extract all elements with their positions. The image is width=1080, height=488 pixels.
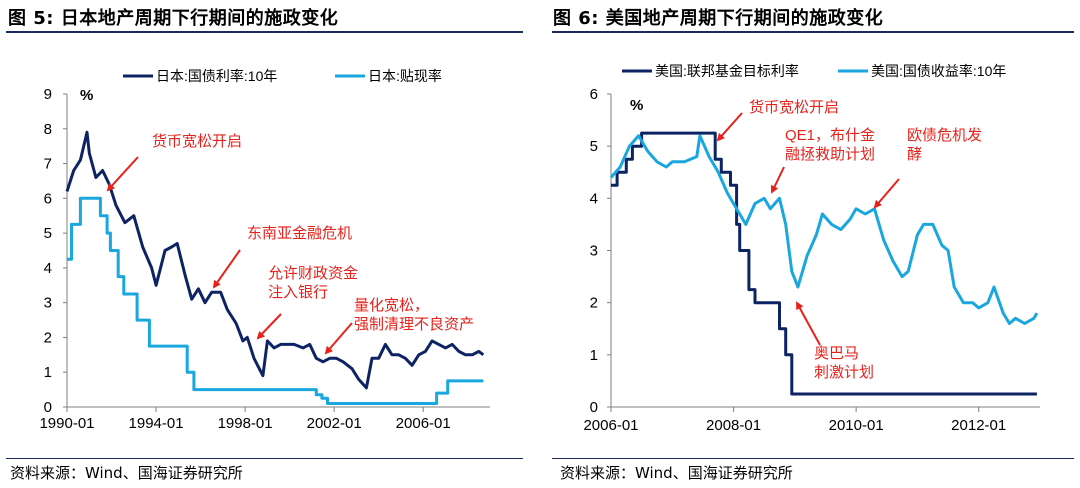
left-annotation-4-line: 强制清理不良资产 (354, 316, 474, 333)
right-y-tick-label: 2 (590, 295, 598, 312)
left-x-tick-label: 1998-01 (218, 415, 273, 432)
right-x-tick-label: 2008-01 (706, 417, 761, 434)
left-annotation-3-line: 允许财政资金 (268, 265, 358, 282)
right-y-tick-label: 3 (590, 243, 598, 260)
right-y-tick-label: 1 (590, 347, 598, 364)
left-y-tick-label: 2 (44, 329, 52, 346)
right-annotation-2-line: QE1，布什金 (785, 127, 875, 144)
left-title-rule (6, 31, 523, 33)
right-title-rule (552, 31, 1074, 33)
left-y-tick-label: 7 (44, 156, 52, 173)
left-y-tick-label: 8 (44, 121, 52, 138)
left-annotation-1: 货币宽松开启 (152, 133, 242, 150)
right-y-tick-label: 0 (590, 399, 598, 416)
right-annotation-4: 奥巴马刺激计划 (814, 345, 874, 381)
right-annotation-arrow-3 (873, 178, 900, 209)
right-annotation-1-line: 货币宽松开启 (749, 99, 839, 116)
right-series-1-line (611, 131, 1037, 396)
left-annotation-arrow-1 (106, 156, 139, 192)
right-y-tick-label: 5 (590, 138, 598, 155)
right-x-tick-label: 2012-01 (951, 417, 1006, 434)
left-annotation-4-line: 量化宽松， (354, 297, 429, 314)
left-x-tick-label: 2006-01 (396, 415, 451, 432)
left-y-tick-label: 1 (44, 364, 52, 381)
left-annotation-1-line: 货币宽松开启 (152, 133, 242, 150)
left-annotation-3-line: 注入银行 (268, 284, 328, 301)
right-legend-label-1: 美国:联邦基金目标利率 (655, 63, 799, 79)
left-source-note: 资料来源：Wind、国海证券研究所 (10, 464, 243, 482)
right-annotation-4-line: 刺激计划 (814, 364, 874, 381)
right-figure-title: 图 6: 美国地产周期下行期间的施政变化 (553, 8, 884, 29)
left-unit-label: % (80, 87, 93, 104)
right-annotation-3: 欧债危机发酵 (907, 127, 982, 163)
left-y-tick-label: 3 (44, 295, 52, 312)
right-annotation-arrow-1 (716, 112, 743, 142)
left-figure-title: 图 5: 日本地产周期下行期间的施政变化 (8, 8, 339, 29)
left-x-tick-label: 1990-01 (39, 415, 94, 432)
left-y-tick-label: 9 (44, 86, 52, 103)
left-annotation-arrow-4 (324, 322, 353, 355)
left-annotation-3: 允许财政资金注入银行 (268, 265, 358, 301)
left-x-tick-label: 2002-01 (307, 415, 362, 432)
left-y-tick-label: 5 (44, 225, 52, 242)
right-source-rule (552, 458, 1074, 459)
right-x-tick-label: 2010-01 (829, 417, 884, 434)
left-series-1-line (65, 130, 485, 390)
right-unit-label: % (630, 97, 643, 114)
right-y-tick-label: 4 (590, 190, 598, 207)
left-y-tick-label: 0 (44, 399, 52, 416)
right-legend-label-2: 美国:国债收益率:10年 (871, 63, 1006, 79)
right-annotation-arrow-4 (796, 301, 821, 346)
right-annotation-2: QE1，布什金融拯救助计划 (785, 127, 875, 163)
right-annotation-arrow-2 (770, 166, 785, 194)
right-series-2-line (609, 134, 1039, 325)
left-y-tick-label: 6 (44, 190, 52, 207)
left-annotation-2: 东南亚金融危机 (247, 225, 352, 242)
left-annotation-4: 量化宽松， 强制清理不良资产 (354, 297, 474, 333)
left-annotation-arrow-2 (212, 249, 241, 289)
left-annotation-2-line: 东南亚金融危机 (247, 225, 352, 242)
left-legend-label-1: 日本:国债利率:10年 (156, 68, 277, 84)
right-x-tick-label: 2006-01 (583, 417, 638, 434)
left-x-tick-label: 1994-01 (129, 415, 184, 432)
right-annotation-1: 货币宽松开启 (749, 99, 839, 116)
right-annotation-2-line: 融拯救助计划 (785, 146, 875, 163)
left-annotation-arrow-3 (256, 313, 282, 340)
left-source-rule (6, 458, 523, 459)
left-y-tick-label: 4 (44, 260, 52, 277)
left-series-2-line (67, 196, 484, 405)
right-annotation-3-line: 欧债危机发 (907, 127, 982, 144)
right-y-tick-label: 6 (590, 86, 598, 103)
right-annotation-3-line: 酵 (907, 146, 922, 163)
right-source-note: 资料来源：Wind、国海证券研究所 (560, 464, 793, 482)
right-annotation-4-line: 奥巴马 (814, 345, 859, 362)
left-legend-label-2: 日本:贴现率 (368, 68, 442, 84)
